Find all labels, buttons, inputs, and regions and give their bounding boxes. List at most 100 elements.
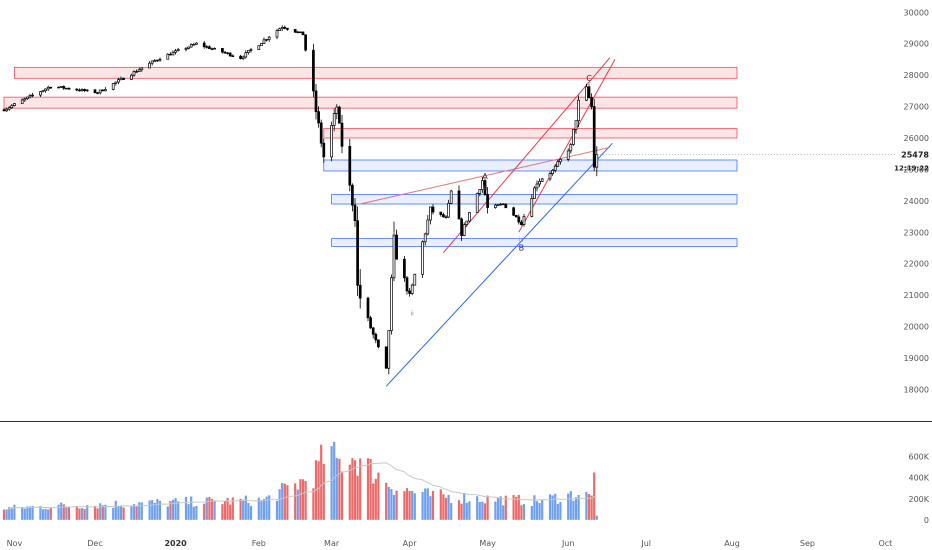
candle <box>585 83 588 102</box>
volume-bar <box>372 483 375 520</box>
resistance-zone[interactable] <box>14 66 738 79</box>
candle <box>267 35 271 42</box>
volume-bar <box>239 498 242 520</box>
volume-bar <box>49 507 52 520</box>
volume-bar <box>390 489 393 520</box>
date-tick-label: Feb <box>252 539 266 548</box>
volume-bar <box>517 494 520 520</box>
candle <box>460 217 463 242</box>
candle <box>153 58 157 62</box>
volume-bar <box>587 494 591 520</box>
price-tick-label: 30000 <box>904 8 929 17</box>
candle <box>423 232 427 246</box>
candle <box>223 51 227 54</box>
volume-bar <box>44 508 47 520</box>
candle <box>249 47 253 53</box>
candle <box>117 77 120 85</box>
candle <box>330 121 333 162</box>
volume-bar <box>585 491 588 520</box>
volume-bar <box>5 509 8 520</box>
volume-bar <box>47 509 50 520</box>
candle <box>184 46 188 52</box>
volume-bar <box>301 479 305 520</box>
price-tick-label: 24000 <box>904 197 929 206</box>
volume-bar <box>385 482 388 520</box>
volume-bar <box>496 497 500 520</box>
volume-bar <box>247 502 250 520</box>
volume-bar <box>374 478 377 520</box>
candle <box>57 86 60 89</box>
candle <box>65 87 68 90</box>
lower-trendline[interactable] <box>385 143 613 387</box>
candle <box>283 25 287 30</box>
candle <box>478 189 482 197</box>
candle <box>332 108 336 132</box>
volume-bar <box>213 500 216 520</box>
support-zone[interactable] <box>331 238 738 247</box>
volume-bar <box>119 505 123 520</box>
volume-bar <box>23 508 26 520</box>
candle <box>429 206 432 225</box>
volume-bar <box>67 506 71 520</box>
candle <box>210 47 214 51</box>
candle <box>135 69 138 73</box>
volume-bar <box>278 489 281 520</box>
volume-bar <box>504 495 507 520</box>
volume-bar <box>221 504 224 520</box>
volume-bar <box>93 505 97 520</box>
candle <box>10 104 14 110</box>
candle <box>403 256 406 282</box>
volume-bar <box>595 515 598 520</box>
candle <box>535 180 539 192</box>
volume-bar <box>476 496 479 520</box>
candle <box>431 203 435 215</box>
date-tick-label: May <box>479 539 496 548</box>
candle <box>481 177 484 193</box>
volume-bar <box>590 495 593 520</box>
candle <box>132 70 136 77</box>
price-tick-label: 23000 <box>904 228 929 237</box>
candle <box>20 98 24 104</box>
candle <box>262 37 266 44</box>
price-tick-label: 20000 <box>904 323 929 332</box>
channel-upper[interactable] <box>518 59 616 233</box>
candle <box>312 43 315 98</box>
volume-bar <box>502 505 505 520</box>
volume-bar <box>135 506 138 520</box>
channel-lower[interactable] <box>443 57 611 254</box>
candle <box>353 198 357 227</box>
volume-bar <box>242 499 245 520</box>
candle <box>244 50 248 59</box>
candle <box>590 93 593 110</box>
volume-bar <box>283 483 286 520</box>
volume-bar <box>208 497 211 520</box>
wave-label: ii <box>411 311 415 318</box>
volume-bar <box>460 503 463 520</box>
volume-tick-label: 0 <box>924 516 929 525</box>
volume-tick-label: 200K <box>908 495 929 504</box>
candle <box>514 214 518 218</box>
candle <box>356 206 359 296</box>
resistance-zone[interactable] <box>323 128 738 139</box>
candle <box>7 105 11 111</box>
candle <box>85 89 89 92</box>
volume-bar <box>169 501 172 520</box>
volume-bar <box>312 488 315 520</box>
candle <box>319 119 323 148</box>
candle <box>169 52 172 56</box>
candle <box>150 60 154 66</box>
last-price-label: 25478 <box>901 150 929 159</box>
volume-bar <box>231 497 234 520</box>
volume-bar <box>377 472 380 520</box>
candle <box>31 93 34 98</box>
resistance-zone[interactable] <box>3 96 738 109</box>
candle <box>494 203 497 209</box>
candle <box>462 222 466 237</box>
volume-bar <box>551 495 554 520</box>
candle <box>231 54 235 57</box>
volume-bar <box>304 480 307 520</box>
candle <box>501 203 505 206</box>
volume-bar <box>450 502 453 520</box>
candle <box>517 214 521 225</box>
